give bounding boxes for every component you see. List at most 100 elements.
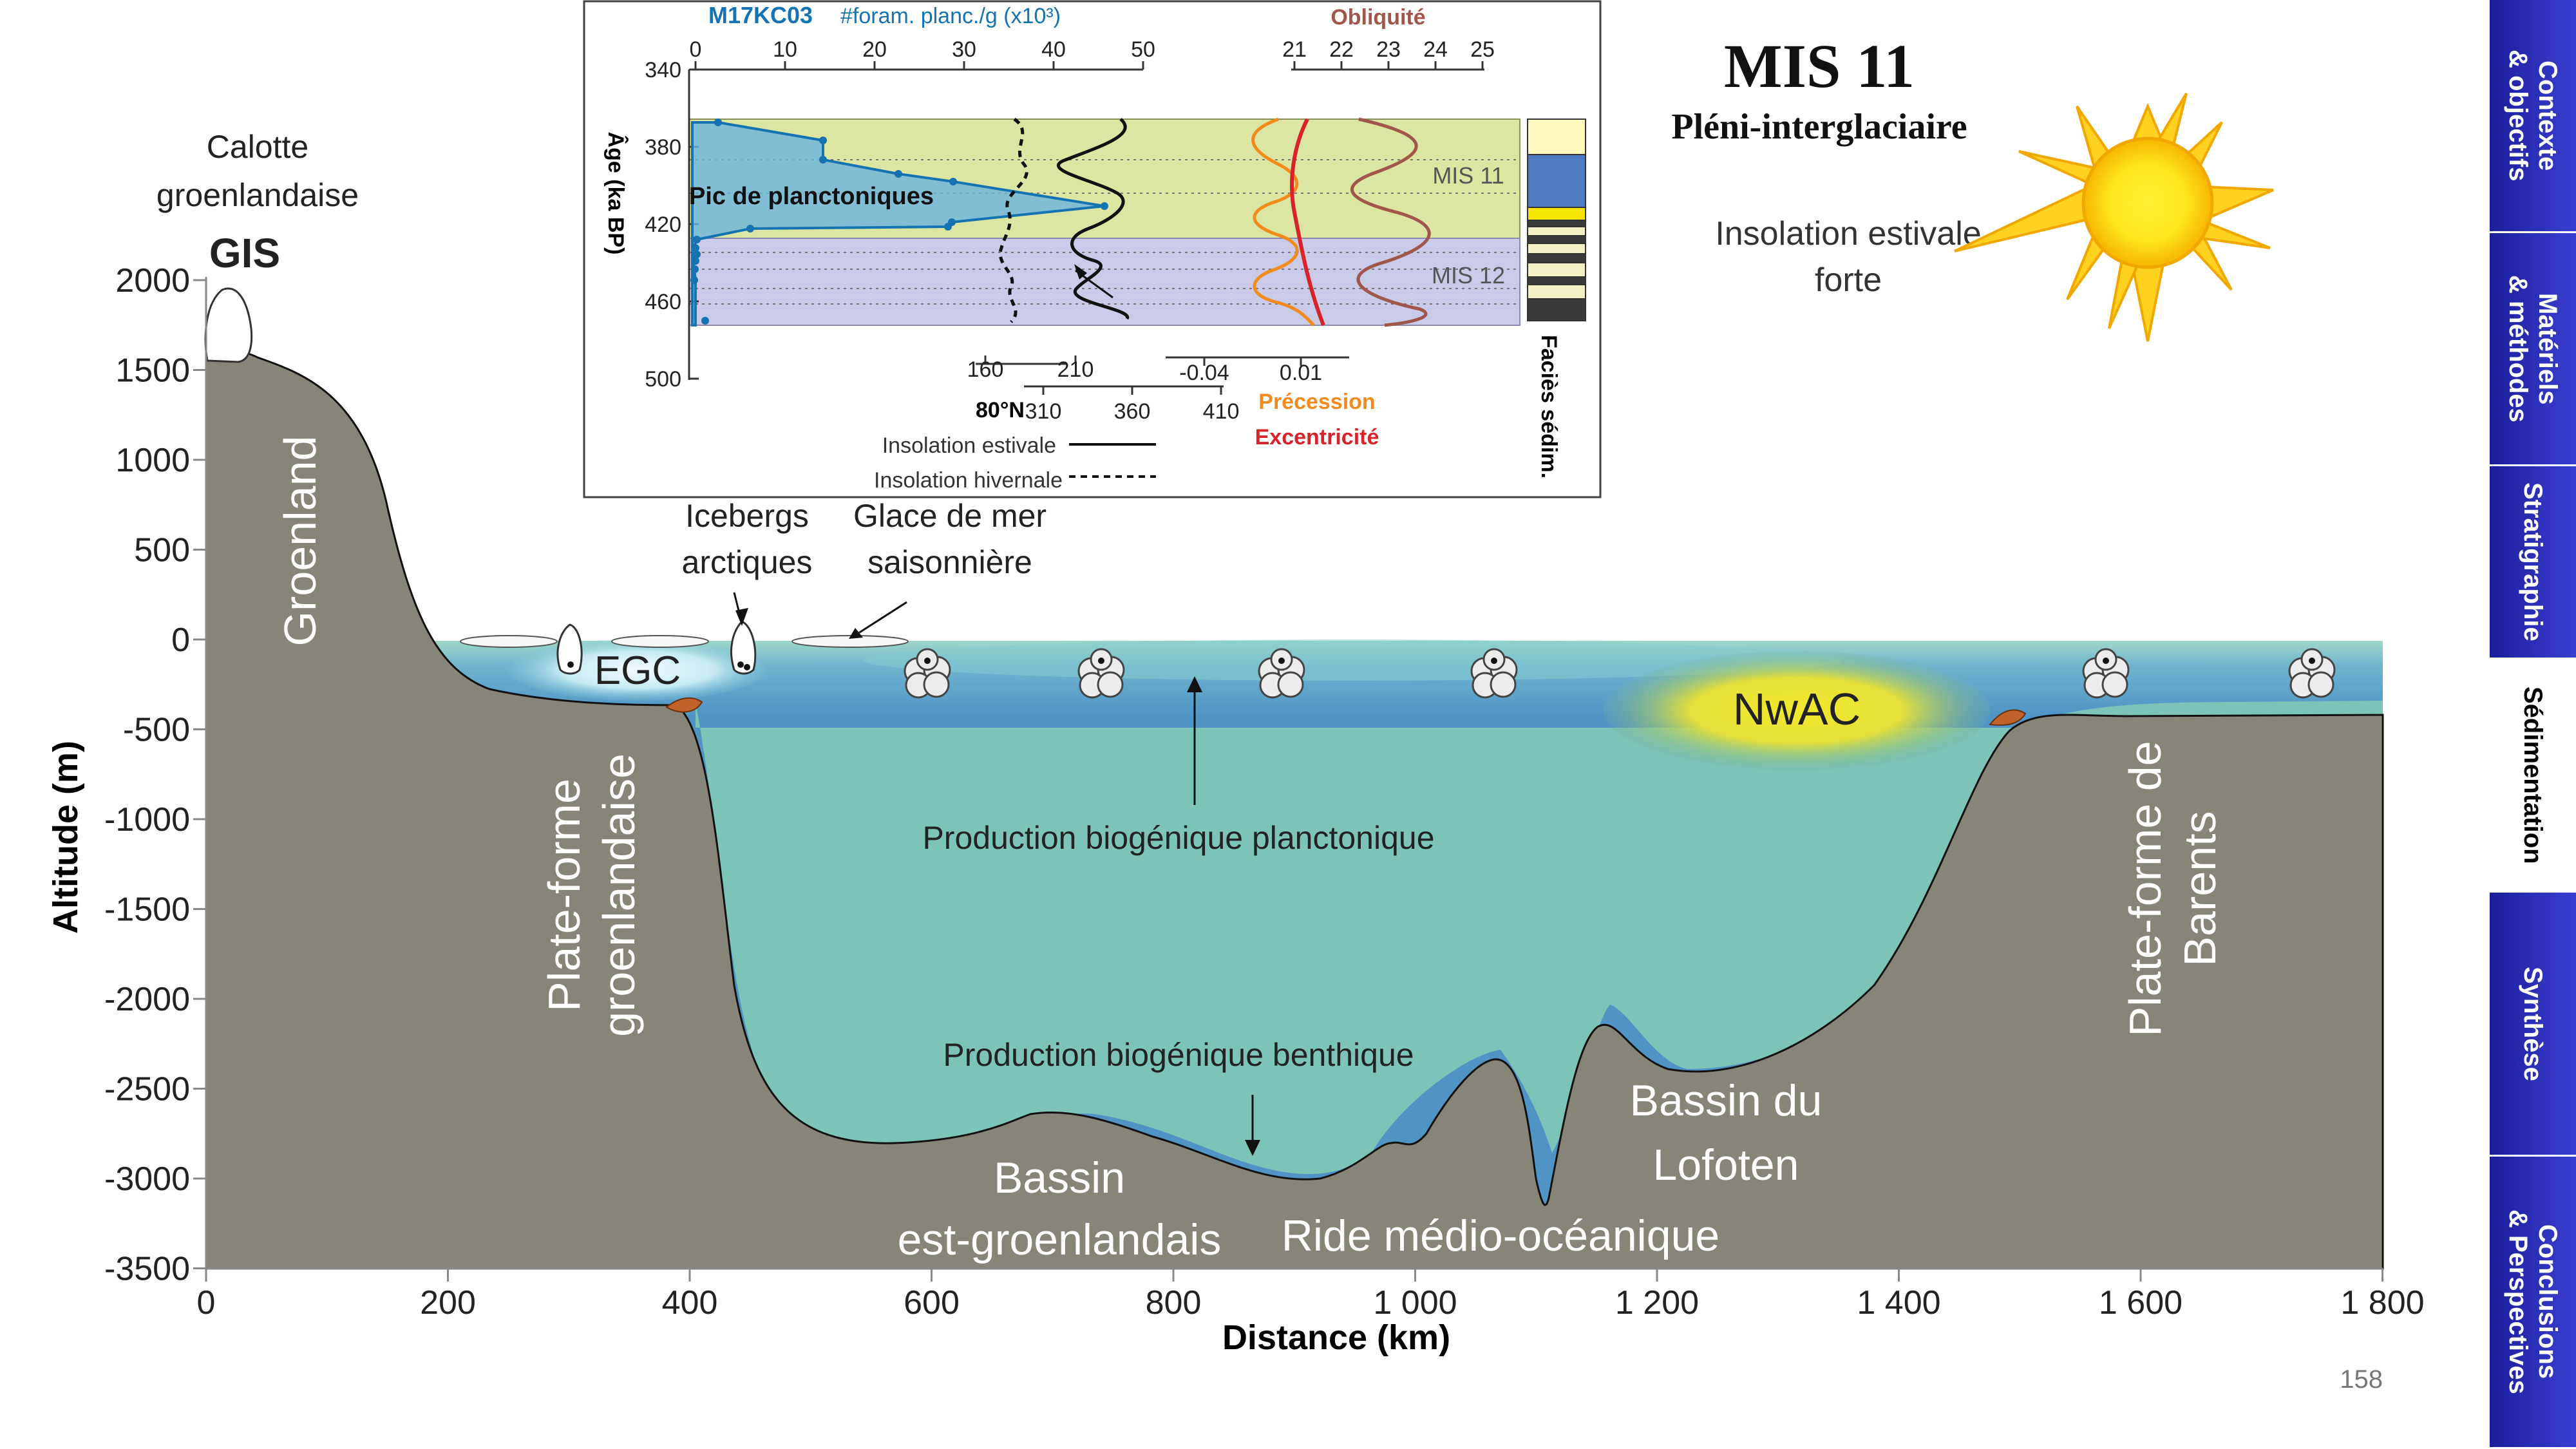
foram-tick-label: 10 — [773, 37, 797, 62]
eccentricity-curve — [1290, 118, 1325, 327]
foram-tick-label: 40 — [1041, 37, 1066, 62]
iceberg-icon-1 — [556, 623, 583, 675]
x-tick-label: 600 — [904, 1284, 960, 1321]
y-tick-label: 1000 — [115, 442, 190, 479]
cross-section — [204, 287, 2384, 1270]
prod-planct-label: Production biogénique planctonique — [922, 820, 1434, 856]
age-tick-label: 500 — [645, 367, 681, 392]
precession-tick-label: -0.04 — [1179, 361, 1229, 385]
x-axis-label: Distance (km) — [1222, 1318, 1450, 1357]
insolation-winter-curve — [998, 117, 1028, 323]
seafloor-land — [205, 350, 2384, 1270]
plateforme-barents-label-1: Plate-forme de — [2120, 741, 2170, 1036]
foram-datapoint — [693, 236, 701, 243]
x-tick-label: 1 000 — [1373, 1284, 1457, 1321]
precession-curve — [1251, 117, 1315, 327]
nav-sedimentation[interactable]: Sédimentation — [2490, 659, 2576, 893]
foram-datapoint — [692, 257, 699, 265]
foram-datapoint — [819, 137, 827, 144]
calotte-label-2: groenlandaise — [156, 177, 359, 213]
x-tick-label: 200 — [420, 1284, 476, 1321]
x-tick-label: 1 200 — [1615, 1284, 1699, 1321]
foram-datapoint — [714, 118, 722, 126]
foram-datapoint — [690, 276, 698, 284]
obliquity-tick-label: 22 — [1329, 37, 1354, 62]
pic-label: Pic de planctoniques — [689, 183, 934, 210]
foram-datapoints — [690, 118, 1108, 325]
nav-synthese-label: Synthèse — [2519, 966, 2547, 1081]
summer-tick-label: 310 — [1025, 399, 1062, 424]
iceberg-icon-2 — [730, 620, 757, 675]
y-ticks: 2000 1500 1000 500 0 -500 -1000 -1500 -2000 -2500… — [104, 262, 206, 1288]
x-tick-label: 800 — [1146, 1284, 1202, 1321]
foram-axis-label: #foram. planc./g (x10³) — [840, 4, 1061, 28]
x-tick-label: 400 — [662, 1284, 718, 1321]
ride-label: Ride médio-océanique — [1282, 1211, 1719, 1260]
glace-label-1: Glace de mer — [853, 498, 1046, 534]
age-tick-label: 460 — [645, 290, 681, 314]
precession-label: Précession — [1258, 390, 1375, 414]
x-ticks: 0 200 400 600 800 1 000 1 200 1 400 1 600 1 800 — [197, 1269, 2425, 1321]
y-tick-label: -3500 — [104, 1251, 190, 1288]
y-tick-label: -1000 — [104, 801, 190, 838]
y-tick-label: 0 — [171, 621, 190, 659]
foram-datapoint — [746, 225, 754, 232]
insolation-summer-curve — [1056, 118, 1129, 320]
obliquity-curve — [1350, 117, 1431, 327]
plateforme-groen-label-2: groenlandaise — [594, 753, 644, 1037]
nav-conclusions-label: Conclusions & Perspectives — [2504, 1209, 2562, 1394]
nav-stratigraphie[interactable]: Stratigraphie — [2490, 466, 2576, 659]
nav-contexte-label: Contexte & objectifs — [2504, 50, 2562, 182]
plateforme-groen-label-1: Plate-forme — [539, 779, 589, 1012]
winter-tick-label: 160 — [967, 357, 1004, 382]
bassin-eg-label-2: est-groenlandais — [898, 1215, 1222, 1264]
mis11-label: MIS 11 — [1432, 162, 1504, 189]
core-label: M17KC03 — [708, 2, 813, 28]
foram-datapoint — [895, 170, 902, 178]
foram-datapoint — [949, 178, 957, 185]
winter-tick-label: 210 — [1057, 357, 1094, 382]
lat-label: 80°N — [976, 398, 1025, 422]
nav-materiels[interactable]: Matériels & méthodes — [2490, 233, 2576, 466]
bottom-ticks: 160 210 310 360 410 -0.04 0.01 — [967, 355, 1322, 424]
foram-datapoint — [944, 223, 952, 231]
calotte-label-1: Calotte — [207, 129, 308, 165]
lofoten-label-2: Lofoten — [1653, 1141, 1799, 1189]
obliquity-tick-label: 21 — [1282, 37, 1307, 62]
y-tick-label: -500 — [123, 712, 190, 749]
insolation-label-1: Insolation estivale — [1715, 215, 1981, 252]
sediment-drift-east-greenland — [665, 697, 703, 713]
inset-chart: MIS 11 MIS 12 Faciès sédim. 340 380 420 460… — [583, 0, 1602, 498]
obliquity-label: Obliquité — [1331, 5, 1425, 30]
y-tick-label: 500 — [134, 532, 190, 569]
slide-title: MIS 11 — [1724, 32, 1915, 100]
age-tick-label: 340 — [645, 58, 681, 82]
glace-label-2: saisonnière — [867, 544, 1032, 580]
age-axis-label: Âge (ka BP) — [603, 132, 628, 255]
bassin-eg-label-1: Bassin — [994, 1153, 1125, 1202]
nav-contexte[interactable]: Contexte & objectifs — [2490, 0, 2576, 233]
icebergs-label-1: Icebergs — [685, 498, 809, 534]
axes — [205, 277, 2383, 1270]
nav-sedimentation-label: Sédimentation — [2519, 686, 2547, 864]
facies-column — [1527, 118, 1586, 321]
x-tick-label: 1 600 — [2099, 1284, 2183, 1321]
y-tick-label: -1500 — [104, 891, 190, 929]
x-tick-label: 1 800 — [2340, 1284, 2424, 1321]
y-tick-label: 2000 — [115, 262, 190, 299]
y-axis-label: Altitude (m) — [46, 741, 85, 934]
summer-tick-label: 410 — [1203, 399, 1240, 424]
obliquity-tick-label: 24 — [1423, 37, 1448, 62]
nav-conclusions[interactable]: Conclusions & Perspectives — [2490, 1157, 2576, 1449]
age-tick-label: 380 — [645, 135, 681, 160]
x-tick-label: 1 400 — [1857, 1284, 1940, 1321]
icebergs-label-2: arctiques — [682, 544, 813, 580]
nav-synthese[interactable]: Synthèse — [2490, 893, 2576, 1157]
foram-datapoint — [1101, 202, 1108, 210]
foram-tick-label: 50 — [1131, 37, 1155, 62]
foram-ticks: 0 10 20 30 40 50 — [690, 37, 1155, 70]
foram-datapoint — [701, 317, 709, 325]
legend-winter: Insolation hivernale — [874, 468, 1063, 493]
foram-datapoint — [691, 265, 699, 273]
